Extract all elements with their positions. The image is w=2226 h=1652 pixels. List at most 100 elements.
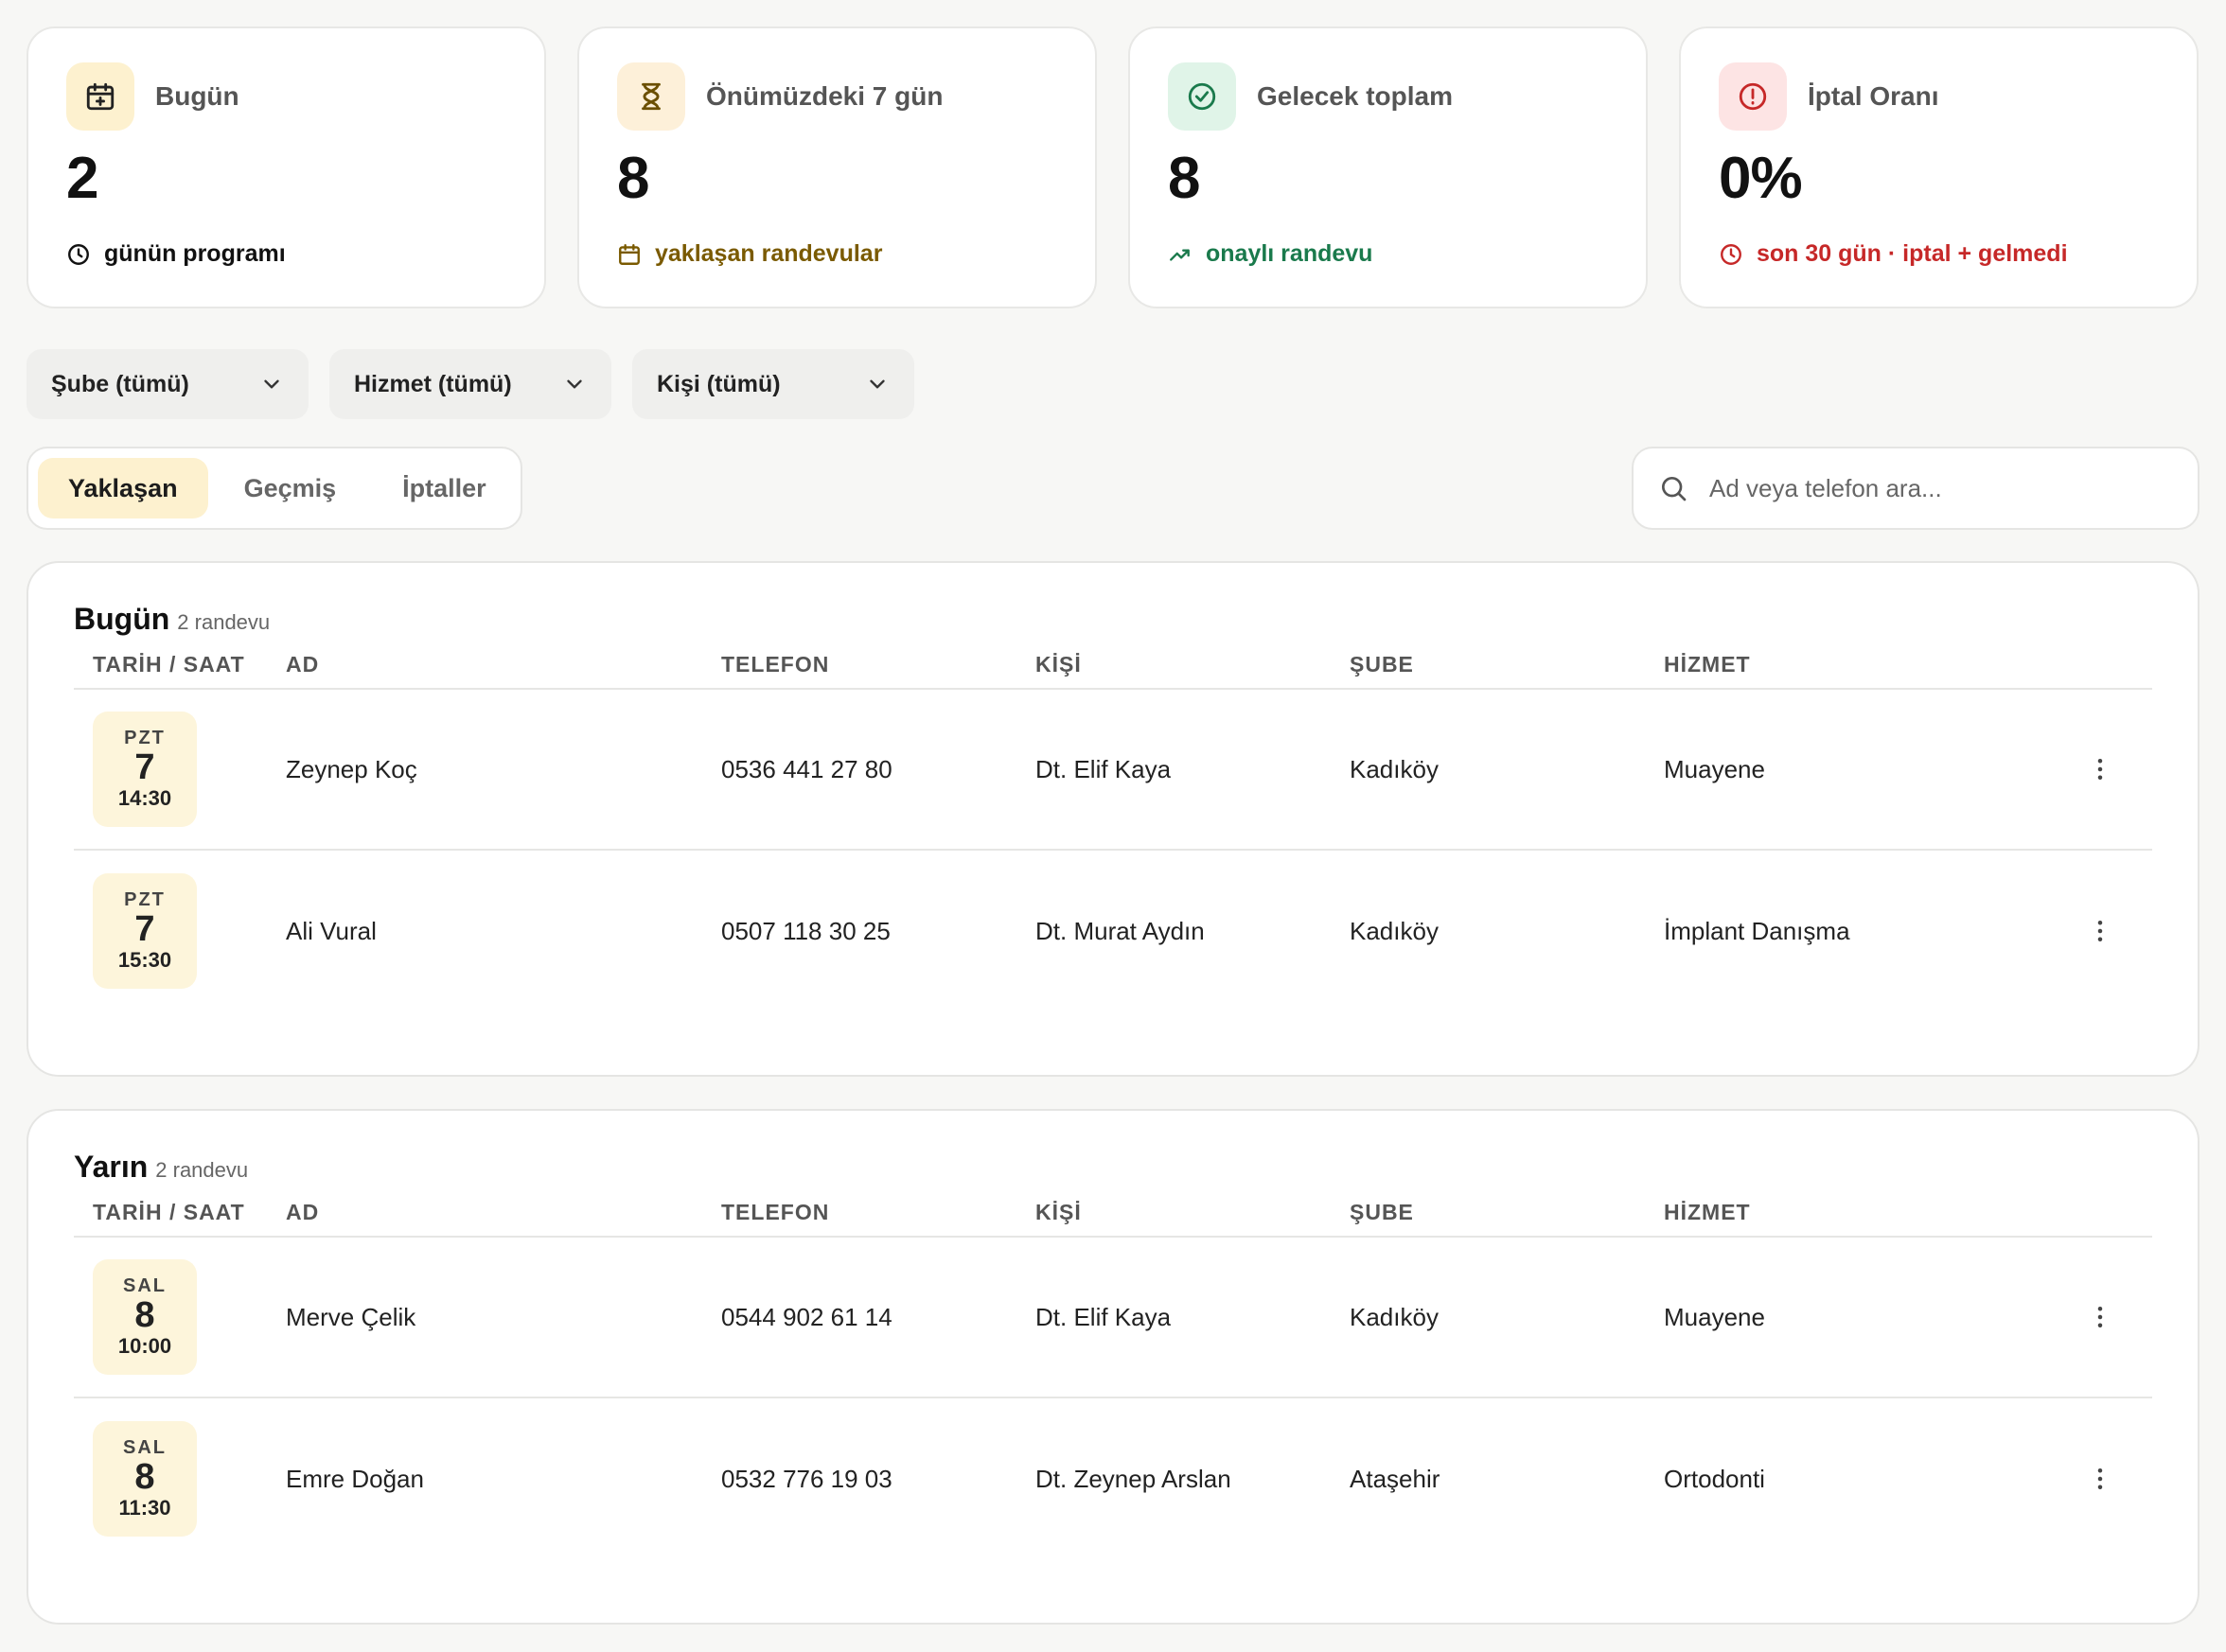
column-header-date: TARİH / SAAT [93, 651, 245, 677]
cell-branch: Ataşehir [1350, 1464, 1440, 1493]
trending-up-icon [1170, 248, 1190, 261]
calendar-plus-icon [66, 62, 134, 131]
search-input[interactable] [1709, 473, 2164, 503]
cell-phone: 0532 776 19 03 [721, 1464, 892, 1493]
stat-subtitle: yaklaşan randevular [655, 240, 883, 267]
cell-service: Muayene [1664, 1302, 1765, 1331]
column-header-person: KİŞİ [1035, 1199, 1082, 1224]
column-header-phone: TELEFON [721, 1199, 830, 1224]
cell-name: Zeynep Koç [286, 754, 417, 783]
stat-subtitle: onaylı randevu [1206, 240, 1373, 267]
group-count: 2 randevu [177, 610, 271, 634]
cell-branch: Kadıköy [1350, 1302, 1439, 1331]
more-vertical-icon[interactable] [2086, 1303, 2114, 1331]
chevron-down-icon [567, 379, 582, 389]
table-header: TARİH / SAAT AD TELEFON KİŞİ ŞUBE HİZMET [74, 1188, 2152, 1238]
date-time: 10:00 [117, 1334, 172, 1359]
date-weekday: PZT [124, 888, 166, 910]
stats-row: Bugün 2 günün programı Önümüzdeki 7 gün … [26, 26, 2199, 308]
stat-title: Bugün [155, 81, 239, 111]
tab-upcoming[interactable]: Yaklaşan [38, 458, 208, 518]
table-row[interactable]: PZT 7 15:30 Ali Vural 0507 118 30 25 Dt.… [74, 851, 2152, 1011]
cell-phone: 0536 441 27 80 [721, 754, 892, 783]
stat-title: Gelecek toplam [1257, 81, 1453, 111]
table-row[interactable]: SAL 8 10:00 Merve Çelik 0544 902 61 14 D… [74, 1238, 2152, 1398]
stat-subtitle: son 30 gün · iptal + gelmedi [1757, 240, 2068, 267]
group-title: Yarın [74, 1150, 149, 1184]
column-header-name: AD [286, 1199, 320, 1224]
column-header-name: AD [286, 651, 320, 677]
group-count: 2 randevu [155, 1158, 249, 1182]
date-day: 8 [134, 1294, 155, 1335]
cell-name: Ali Vural [286, 916, 377, 945]
hourglass-icon [617, 62, 685, 131]
table-row[interactable]: PZT 7 14:30 Zeynep Koç 0536 441 27 80 Dt… [74, 690, 2152, 851]
table-header: TARİH / SAAT AD TELEFON KİŞİ ŞUBE HİZMET [74, 641, 2152, 690]
column-header-date: TARİH / SAAT [93, 1199, 245, 1224]
check-circle-icon [1168, 62, 1236, 131]
date-time: 14:30 [117, 786, 172, 811]
date-badge: PZT 7 15:30 [93, 873, 197, 989]
chevron-down-icon [870, 379, 885, 389]
search-box [1632, 447, 2200, 530]
more-vertical-icon[interactable] [2086, 917, 2114, 945]
column-header-person: KİŞİ [1035, 651, 1082, 677]
cell-phone: 0507 118 30 25 [721, 916, 891, 945]
cell-name: Emre Doğan [286, 1464, 424, 1493]
column-header-branch: ŞUBE [1350, 1199, 1414, 1224]
date-badge: SAL 8 11:30 [93, 1421, 197, 1537]
filter-label: Hizmet (tümü) [354, 370, 512, 397]
stat-value: 2 [66, 146, 98, 211]
date-weekday: PZT [124, 727, 166, 748]
branch-filter-select[interactable]: Şube (tümü) [26, 349, 309, 419]
search-icon [1662, 476, 1687, 501]
cell-name: Merve Çelik [286, 1302, 416, 1331]
cell-person: Dt. Elif Kaya [1035, 1302, 1172, 1331]
group-tomorrow: Yarın 2 randevu TARİH / SAAT AD TELEFON … [26, 1109, 2200, 1625]
date-day: 8 [134, 1456, 155, 1497]
cell-branch: Kadıköy [1350, 754, 1439, 783]
cell-service: İmplant Danışma [1664, 916, 1850, 945]
date-weekday: SAL [123, 1436, 167, 1458]
column-header-branch: ŞUBE [1350, 651, 1414, 677]
cell-service: Ortodonti [1664, 1464, 1765, 1493]
stat-card-cancel-rate: İptal Oranı 0% son 30 gün · iptal + gelm… [1679, 26, 2199, 308]
tab-past[interactable]: Geçmiş [243, 473, 337, 502]
group-title: Bugün [74, 602, 170, 636]
cell-person: Dt. Zeynep Arslan [1035, 1464, 1231, 1493]
group-today: Bugün 2 randevu TARİH / SAAT AD TELEFON … [26, 561, 2200, 1077]
stat-card-future-total: Gelecek toplam 8 onaylı randevu [1128, 26, 1648, 308]
appointment-tabs: Yaklaşan Geçmiş İptaller [26, 447, 522, 530]
tab-cancellations[interactable]: İptaller [402, 473, 486, 502]
person-filter-select[interactable]: Kişi (tümü) [632, 349, 914, 419]
table-row[interactable]: SAL 8 11:30 Emre Doğan 0532 776 19 03 Dt… [74, 1398, 2152, 1559]
alert-circle-icon [1719, 62, 1787, 131]
column-header-phone: TELEFON [721, 651, 830, 677]
column-header-service: HİZMET [1664, 1199, 1751, 1224]
cell-branch: Kadıköy [1350, 916, 1439, 945]
date-day: 7 [134, 908, 155, 949]
column-header-service: HİZMET [1664, 651, 1751, 677]
service-filter-select[interactable]: Hizmet (tümü) [329, 349, 611, 419]
stat-value: 8 [617, 146, 649, 211]
chevron-down-icon [264, 379, 279, 389]
calendar-icon [619, 243, 640, 265]
clock-icon [1721, 243, 1741, 265]
stat-value: 0% [1719, 146, 1803, 211]
date-badge: PZT 7 14:30 [93, 712, 197, 827]
stat-value: 8 [1168, 146, 1200, 211]
date-badge: SAL 8 10:00 [93, 1259, 197, 1375]
cell-phone: 0544 902 61 14 [721, 1302, 892, 1331]
more-vertical-icon[interactable] [2086, 1465, 2114, 1493]
stat-subtitle: günün programı [104, 240, 286, 267]
date-day: 7 [134, 747, 155, 787]
stat-card-today: Bugün 2 günün programı [26, 26, 546, 308]
stat-card-next-7-days: Önümüzdeki 7 gün 8 yaklaşan randevular [577, 26, 1097, 308]
date-time: 15:30 [117, 948, 172, 973]
date-weekday: SAL [123, 1274, 167, 1296]
more-vertical-icon[interactable] [2086, 755, 2114, 783]
cell-person: Dt. Murat Aydın [1035, 916, 1205, 945]
stat-title: İptal Oranı [1808, 81, 1939, 111]
stat-title: Önümüzdeki 7 gün [706, 81, 944, 111]
